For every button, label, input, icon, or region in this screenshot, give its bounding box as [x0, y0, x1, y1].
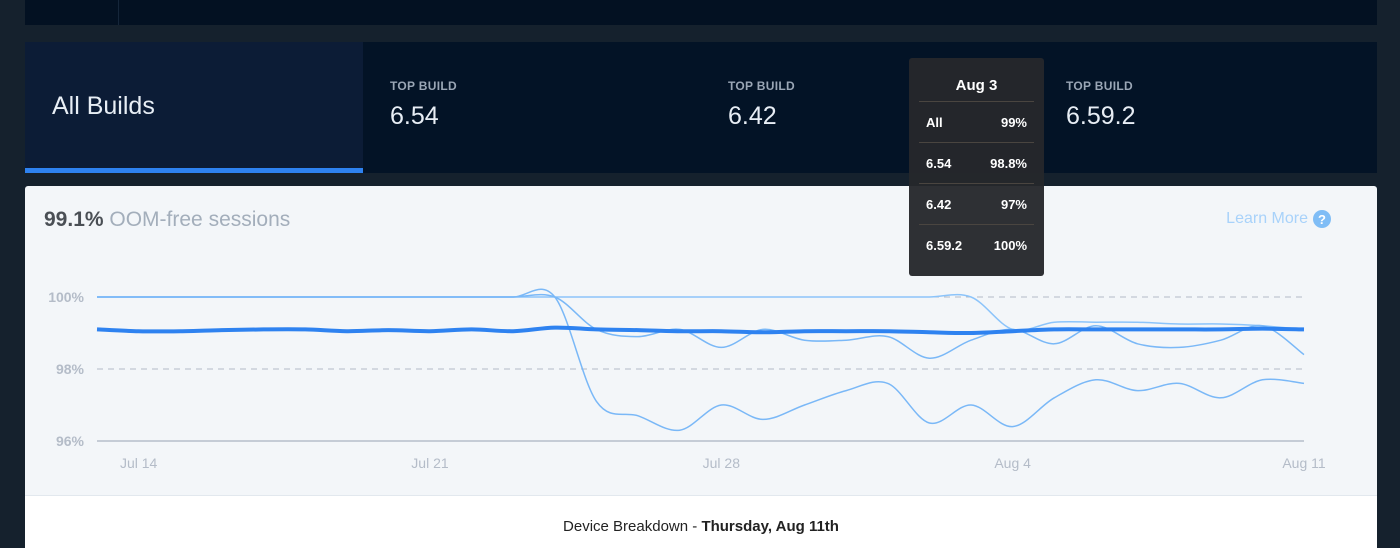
- device-breakdown-header: Device Breakdown - Thursday, Aug 11th: [25, 495, 1377, 548]
- tab-value: 6.54: [390, 102, 439, 130]
- x-tick-label: Aug 11: [1282, 455, 1326, 471]
- help-icon: ?: [1313, 210, 1331, 228]
- row-value: 97%: [1000, 197, 1027, 212]
- tab-value: 6.59.2: [1066, 102, 1136, 130]
- footer-label: Device Breakdown -: [563, 518, 702, 535]
- learn-more-label: Learn More: [1226, 210, 1308, 227]
- tooltip-row: 6.42 97%: [919, 184, 1034, 225]
- series-line-6-54: [97, 293, 1305, 359]
- row-value: 98.8%: [990, 156, 1027, 171]
- chart-tooltip: Aug 3 All 99% 6.54 98.8% 6.42 97% 6.59.2 100…: [909, 58, 1044, 276]
- tab-value: 6.42: [728, 102, 777, 130]
- tab-build-6-42[interactable]: TOP BUILD 6.42: [701, 42, 1039, 173]
- tab-build-6-59-2[interactable]: TOP BUILD 6.59.2: [1039, 42, 1377, 173]
- top-bar: [25, 0, 1377, 25]
- row-name: All: [926, 115, 943, 130]
- tooltip-title: Aug 3: [919, 58, 1034, 102]
- series-line-all: [96, 325, 1305, 336]
- y-tick-label: 96%: [56, 433, 85, 449]
- tab-all-builds[interactable]: All Builds: [25, 42, 363, 173]
- row-name: 6.59.2: [926, 238, 963, 253]
- tab-build-6-54[interactable]: TOP BUILD 6.54: [363, 42, 701, 173]
- x-tick-label: Aug 4: [994, 455, 1031, 471]
- tab-caption: TOP BUILD: [728, 79, 795, 93]
- headline-value: 99.1%: [44, 208, 104, 231]
- divider: [118, 0, 119, 25]
- tooltip-row: 6.54 98.8%: [919, 143, 1034, 184]
- y-tick-label: 100%: [48, 289, 84, 305]
- tooltip-row: All 99%: [919, 102, 1034, 143]
- series-line-6-59-2: [97, 293, 1305, 332]
- oom-chart-card: 99.1% OOM-free sessions Learn More? 96% 9…: [25, 186, 1377, 548]
- headline-label: OOM-free sessions: [109, 208, 291, 231]
- learn-more-link[interactable]: Learn More?: [1226, 210, 1331, 228]
- row-name: 6.54: [926, 156, 952, 171]
- tooltip-row: 6.59.2 100%: [919, 225, 1034, 266]
- x-tick-label: Jul 14: [120, 455, 158, 471]
- y-tick-label: 98%: [56, 361, 85, 377]
- build-tabs: All Builds TOP BUILD 6.54 TOP BUILD 6.42…: [25, 42, 1377, 173]
- row-value: 100%: [993, 238, 1027, 253]
- tab-caption: TOP BUILD: [1066, 79, 1133, 93]
- headline: 99.1% OOM-free sessions: [44, 208, 290, 232]
- x-tick-label: Jul 21: [411, 455, 449, 471]
- series-line-6-42: [97, 288, 1305, 432]
- row-name: 6.42: [926, 197, 952, 212]
- footer-date: Thursday, Aug 11th: [701, 518, 839, 535]
- line-chart[interactable]: 96% 98% 100% Jul 14 Jul 21 Jul 28 Aug 4 Aug 11: [25, 186, 1377, 495]
- tab-caption: TOP BUILD: [390, 79, 457, 93]
- tab-label: All Builds: [52, 92, 155, 120]
- active-tab-indicator: [25, 168, 363, 173]
- x-tick-label: Jul 28: [703, 455, 741, 471]
- row-value: 99%: [1000, 115, 1027, 130]
